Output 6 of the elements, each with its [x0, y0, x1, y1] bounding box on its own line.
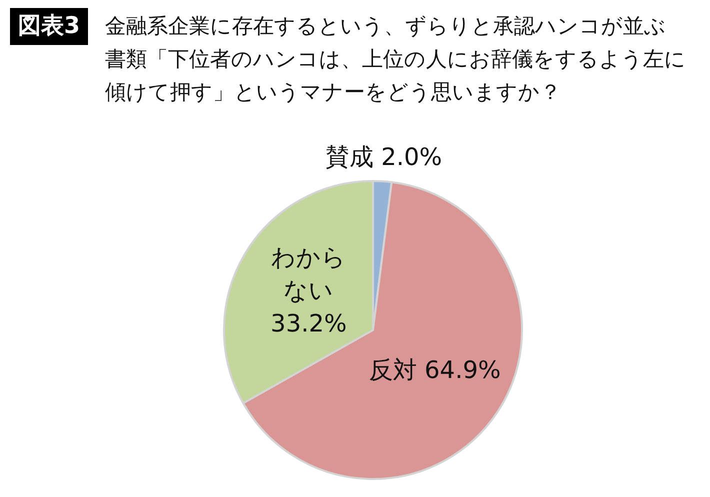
slice-label: わからない [271, 244, 346, 305]
chart-title: 金融系企業に存在するという、ずらりと承認ハンコが並ぶ書類「下位者のハンコは、上位の人にお辞儀をするよう左に傾けて押す」というマナーをどう思いますか？ [105, 13, 686, 106]
slice-label: 反対 64.9% [368, 356, 501, 384]
slice-label: 賛成 2.0% [325, 143, 442, 172]
text: 図表3 [10, 8, 88, 45]
data-label: 33.2% [270, 310, 347, 338]
